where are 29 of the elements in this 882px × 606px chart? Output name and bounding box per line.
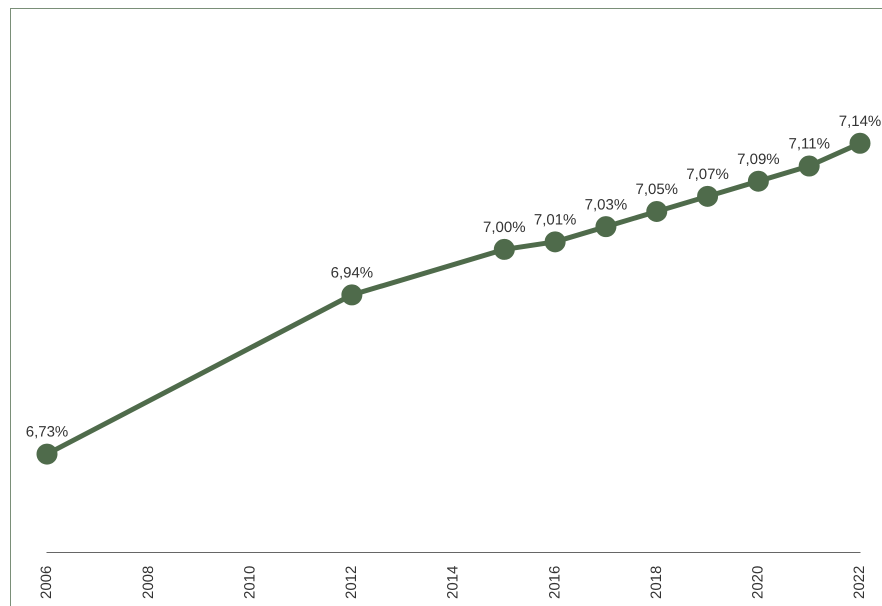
data-label: 7,11%	[788, 136, 830, 153]
data-label: 7,07%	[686, 166, 729, 183]
x-tick-label: 2022	[851, 566, 868, 600]
x-tick-label: 2008	[140, 566, 157, 600]
point	[494, 238, 515, 260]
data-label: 7,01%	[534, 211, 576, 228]
data-label: 7,14%	[838, 112, 882, 130]
point	[36, 444, 58, 465]
data-label: 7,03%	[584, 196, 628, 214]
x-tick-label: 2010	[241, 566, 258, 600]
x-tick-label: 2020	[750, 566, 767, 600]
data-label: 7,09%	[737, 150, 780, 168]
data-label: 7,05%	[635, 181, 678, 198]
point	[646, 201, 668, 222]
point	[341, 284, 362, 306]
point	[595, 216, 616, 238]
point	[544, 231, 566, 252]
x-tick-label: 2012	[343, 566, 360, 600]
x-tick-label: 2016	[546, 566, 564, 600]
point	[697, 186, 718, 207]
data-label: 6,73%	[26, 424, 68, 441]
data-label: 7,00%	[483, 219, 526, 236]
point	[798, 156, 820, 177]
x-tick-label: 2018	[648, 566, 665, 600]
x-tick-label: 2006	[38, 566, 56, 600]
data-label: 6,94%	[330, 264, 374, 282]
x-tick-label: 2014	[444, 566, 462, 600]
point	[748, 170, 769, 192]
point	[850, 132, 870, 154]
